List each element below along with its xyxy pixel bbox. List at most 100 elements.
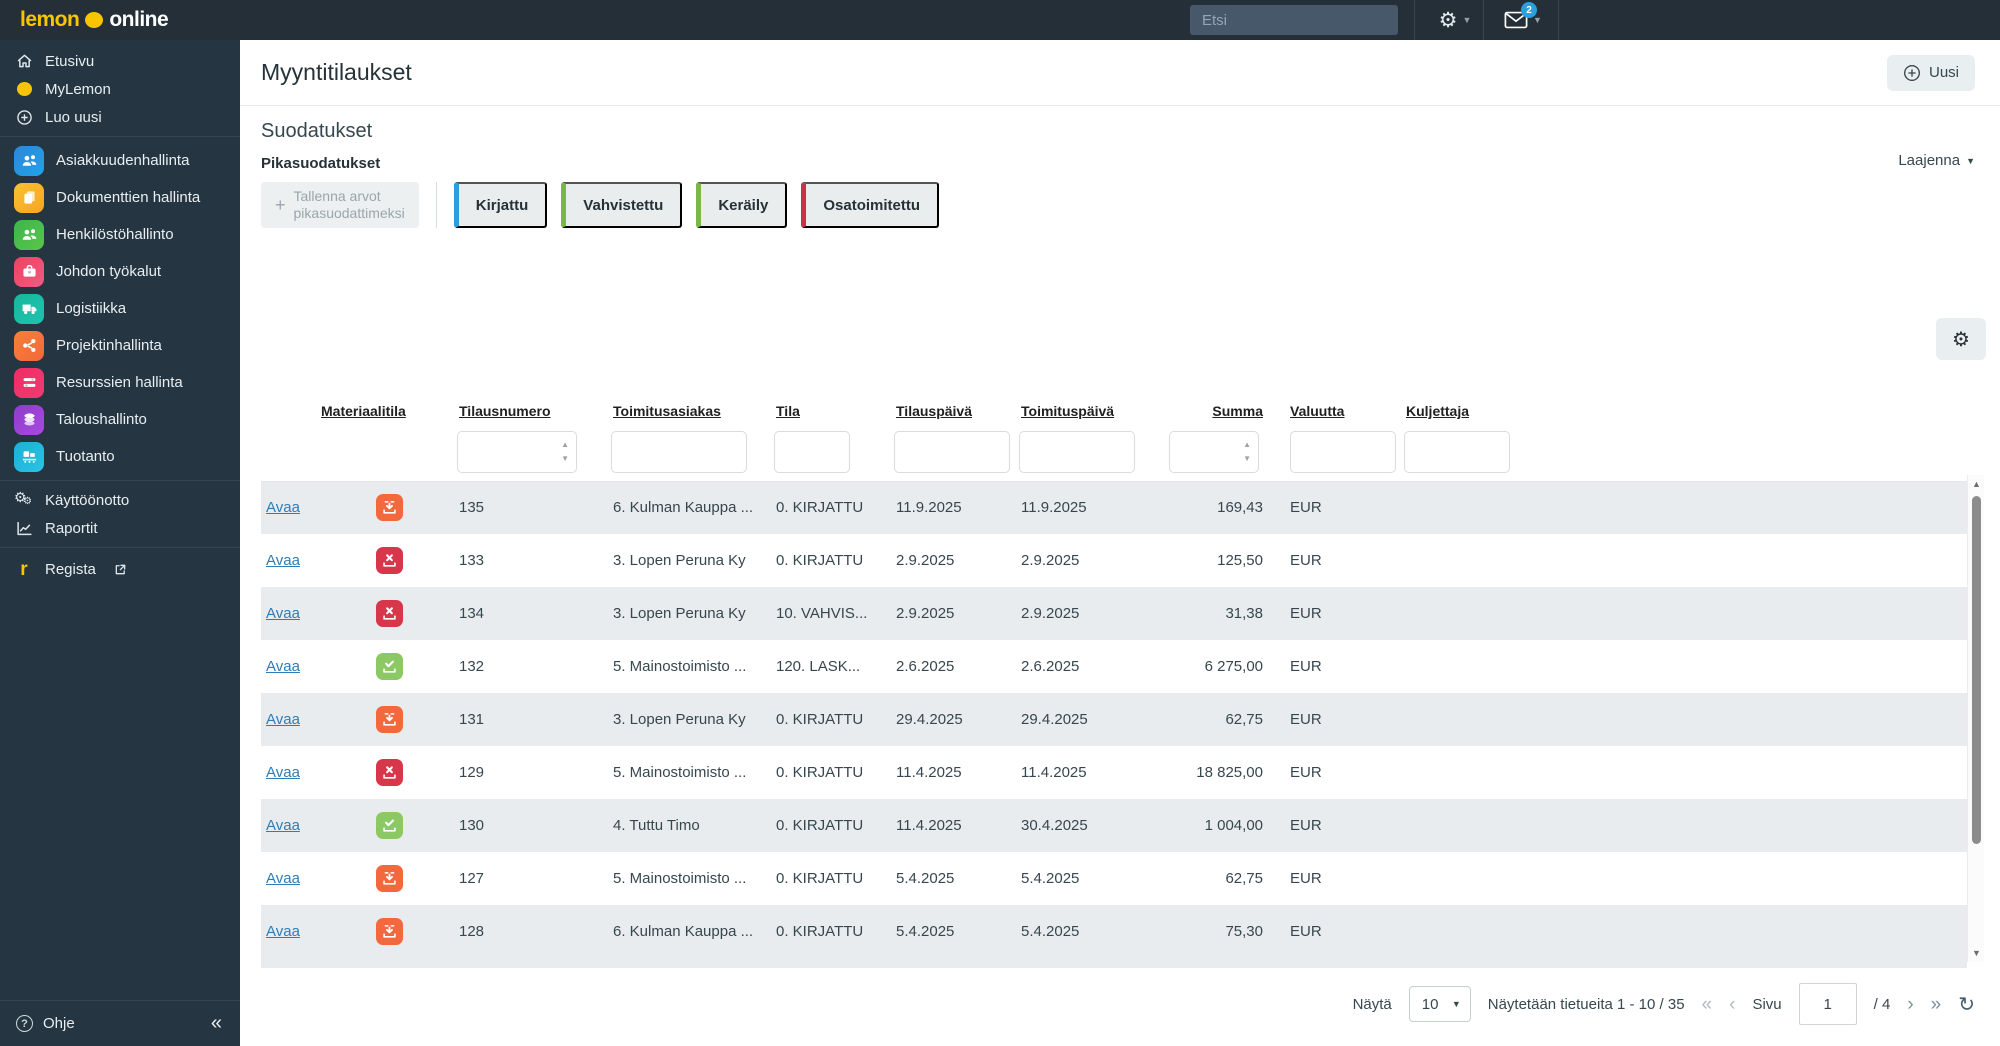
filter-input-tila[interactable] xyxy=(774,430,850,473)
module-icon xyxy=(14,256,44,287)
sidebar-item-label: Regista xyxy=(45,560,96,578)
open-order-link[interactable]: Avaa xyxy=(266,923,300,940)
chart-icon xyxy=(14,520,34,537)
table-row: Avaa 128 6. Kulman Kauppa ... 0. KIRJATT… xyxy=(261,905,1967,958)
sidebar-module-item[interactable]: Taloushallinto xyxy=(0,401,240,438)
notification-badge: 2 xyxy=(1521,2,1538,18)
table-settings-button[interactable]: ⚙ xyxy=(1936,318,1986,360)
open-order-link[interactable]: Avaa xyxy=(266,817,300,834)
sidebar-item-label: Luo uusi xyxy=(45,108,102,126)
messages-menu-button[interactable]: 2 ▼ xyxy=(1495,0,1551,40)
sidebar-module-label: Dokumenttien hallinta xyxy=(56,189,201,206)
cell-sum: 62,75 xyxy=(1225,870,1263,887)
open-order-link[interactable]: Avaa xyxy=(266,658,300,675)
next-page-icon[interactable]: › xyxy=(1907,993,1914,1015)
filter-input-kuljettaja[interactable] xyxy=(1404,430,1510,473)
sidebar-module-item[interactable]: Logistiikka xyxy=(0,290,240,327)
filter-input-toimitusasiakas[interactable] xyxy=(611,430,747,473)
vertical-scrollbar[interactable]: ▲ ▼ xyxy=(1967,475,1984,962)
new-order-button[interactable]: Uusi xyxy=(1886,54,1975,91)
open-order-link[interactable]: Avaa xyxy=(266,605,300,622)
topbar-divider xyxy=(1414,0,1415,40)
top-bar: lemon online ⚙ ▼ 2 ▼ xyxy=(0,0,2000,40)
material-status-icon xyxy=(375,706,403,733)
column-header-materiaalitila[interactable]: Materiaalitila xyxy=(321,403,406,419)
cell-order-number: 132 xyxy=(459,658,485,675)
collapse-sidebar-icon[interactable]: « xyxy=(210,1012,222,1034)
quick-filter-chips: Kirjattu Vahvistettu Keräily Osatoimitet… xyxy=(453,182,940,228)
sidebar-module-label: Tuotanto xyxy=(56,448,115,465)
page-header: Myyntitilaukset Uusi xyxy=(240,40,2000,106)
cell-delivery-date: 2.6.2025 xyxy=(1021,658,1080,675)
logo-text-lemon: lemon xyxy=(20,8,80,31)
page-size-select[interactable]: 10 ▼ xyxy=(1408,986,1471,1022)
expand-filters-button[interactable]: Laajenna ▼ xyxy=(1898,152,1975,169)
cell-currency: EUR xyxy=(1290,658,1322,675)
chevron-down-icon: ▼ xyxy=(1462,15,1472,25)
column-header-toimitusasiakas[interactable]: Toimitusasiakas xyxy=(613,403,721,419)
cell-carrier xyxy=(1404,587,1524,640)
quick-filter-chip[interactable]: Osatoimitettu xyxy=(801,182,940,228)
filter-input-toimituspaiva[interactable] xyxy=(1019,430,1135,473)
cell-order-number: 133 xyxy=(459,552,485,569)
sidebar-module-item[interactable]: Henkilöstöhallinto xyxy=(0,216,240,253)
first-page-icon[interactable]: « xyxy=(1701,993,1713,1015)
column-header-valuutta[interactable]: Valuutta xyxy=(1290,403,1345,419)
module-icon xyxy=(14,219,44,250)
open-order-link[interactable]: Avaa xyxy=(266,870,300,887)
column-header-tilausnumero[interactable]: Tilausnumero xyxy=(459,403,551,419)
quick-filter-chip[interactable]: Keräily xyxy=(696,182,788,228)
module-icon xyxy=(14,145,44,176)
sidebar-item-mylemon[interactable]: MyLemon xyxy=(0,75,240,103)
sidebar-item-etusivu[interactable]: Etusivu xyxy=(0,47,240,75)
scrollbar-thumb[interactable] xyxy=(1972,496,1981,844)
search-input[interactable] xyxy=(1190,5,1398,35)
open-order-link[interactable]: Avaa xyxy=(266,552,300,569)
chevron-down-icon: ▼ xyxy=(1966,155,1975,166)
last-page-icon[interactable]: » xyxy=(1930,993,1942,1015)
settings-menu-button[interactable]: ⚙ ▼ xyxy=(1430,0,1480,40)
plus-circle-icon xyxy=(1903,64,1920,81)
sidebar: Etusivu MyLemon Luo uusi Asiakkuudenhall… xyxy=(0,40,240,1046)
table-row: Avaa 134 3. Lopen Peruna Ky 10. VAHVIS..… xyxy=(261,587,1967,640)
sidebar-module-item[interactable]: Dokumenttien hallinta xyxy=(0,179,240,216)
filter-input-tilauspaiva[interactable] xyxy=(894,430,1010,473)
sidebar-module-item[interactable]: Johdon työkalut xyxy=(0,253,240,290)
sidebar-item-luo-uusi[interactable]: Luo uusi xyxy=(0,103,240,131)
quick-filter-chip[interactable]: Vahvistettu xyxy=(561,182,683,228)
main-content: Myyntitilaukset Uusi Suodatukset Laajenn… xyxy=(240,40,2000,1046)
page-number-input[interactable] xyxy=(1798,983,1857,1025)
material-status-icon xyxy=(375,918,403,945)
sidebar-item-raportit[interactable]: Raportit xyxy=(0,514,240,542)
column-header-kuljettaja[interactable]: Kuljettaja xyxy=(1406,403,1470,419)
filter-input-summa[interactable] xyxy=(1169,430,1259,473)
sidebar-item-regista[interactable]: r Regista xyxy=(0,553,240,585)
cell-order-number: 128 xyxy=(459,923,485,940)
scroll-down-icon[interactable]: ▼ xyxy=(1972,948,1981,958)
column-header-tilauspaiva[interactable]: Tilauspäivä xyxy=(896,403,973,419)
filter-input-valuutta[interactable] xyxy=(1290,430,1396,473)
column-header-toimituspaiva[interactable]: Toimituspäivä xyxy=(1021,403,1115,419)
open-order-link[interactable]: Avaa xyxy=(266,499,300,517)
sidebar-module-item[interactable]: Tuotanto xyxy=(0,438,240,475)
sidebar-divider xyxy=(0,136,240,137)
sidebar-module-item[interactable]: Projektinhallinta xyxy=(0,327,240,364)
sidebar-item-kayttoonotto[interactable]: ⚙ ⚙ Käyttöönotto xyxy=(0,486,240,514)
open-order-link[interactable]: Avaa xyxy=(266,764,300,781)
sidebar-module-item[interactable]: Resurssien hallinta xyxy=(0,364,240,401)
refresh-icon[interactable]: ↻ xyxy=(1958,993,1975,1016)
column-header-tila[interactable]: Tila xyxy=(776,403,800,419)
column-header-summa[interactable]: Summa xyxy=(1212,403,1263,419)
help-button[interactable]: ? Ohje xyxy=(16,1015,75,1032)
cell-sum: 75,30 xyxy=(1225,923,1263,940)
filter-input-tilausnumero[interactable] xyxy=(457,430,577,473)
save-quick-filter-button[interactable]: + Tallenna arvot pikasuodattimeksi xyxy=(261,182,419,228)
sidebar-module-item[interactable]: Asiakkuudenhallinta xyxy=(0,142,240,179)
scroll-up-icon[interactable]: ▲ xyxy=(1972,479,1981,489)
quick-filter-chip[interactable]: Kirjattu xyxy=(453,182,548,228)
open-order-link[interactable]: Avaa xyxy=(266,711,300,728)
cell-order-date: 5.4.2025 xyxy=(896,923,955,940)
help-label: Ohje xyxy=(43,1015,75,1032)
cell-order-number: 131 xyxy=(459,711,485,728)
prev-page-icon[interactable]: ‹ xyxy=(1729,993,1736,1015)
